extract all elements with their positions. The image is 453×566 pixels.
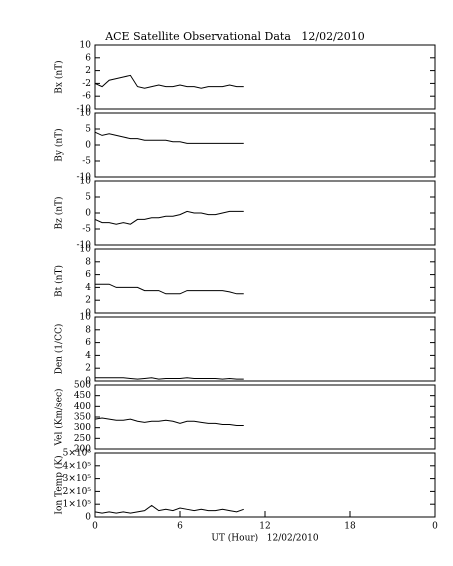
y-tick-label: 6 [85,338,91,348]
y-axis-label: Bt (nT) [54,265,65,297]
y-tick-label: 8 [85,257,91,267]
data-line [94,504,244,514]
y-tick-label: -6 [82,92,91,102]
y-tick-label: 6 [85,53,91,63]
y-tick-label: 200 [74,445,91,455]
y-tick-label: 10 [80,177,92,187]
y-tick-label: 4×10⁵ [63,461,92,471]
y-tick-label: -2 [82,79,91,89]
panel-frame [94,316,436,382]
x-tick-label: 0 [92,522,98,532]
panel-frame [94,248,436,314]
data-line [94,131,244,144]
y-tick-label: 0 [85,209,91,219]
y-tick-label: 400 [74,402,91,412]
x-tick-label: 0 [432,522,438,532]
x-axis-label: UT (Hour) 12/02/2010 [211,533,319,544]
y-tick-label: 6 [85,270,91,280]
y-tick-label: 10 [80,245,92,255]
data-line [95,283,244,295]
x-tick-label: 18 [344,522,356,532]
y-tick-label: 10 [80,313,92,323]
data-line [94,210,244,225]
x-tick-label: 6 [177,522,183,532]
y-tick-label: 8 [85,325,91,335]
y-tick-label: 2×10⁵ [63,487,92,497]
y-tick-label: 10 [80,109,92,119]
y-tick-label: 2 [85,296,91,306]
y-tick-label: 250 [74,434,91,444]
y-axis-label: Bz (nT) [54,196,65,229]
y-tick-label: 350 [74,413,91,423]
data-line [94,417,244,427]
y-tick-label: 5×10⁵ [63,449,92,459]
y-axis-label: Bx (nT) [54,60,65,93]
y-tick-label: 10 [80,41,92,51]
y-tick-label: 500 [74,381,91,391]
y-axis-label: Ion Temp (K) [54,455,65,514]
y-tick-label: 0 [85,513,91,523]
y-axis-label: By (nT) [54,128,65,161]
x-tick-label: 12 [259,522,270,532]
y-tick-label: 2 [85,66,91,76]
data-line [95,377,244,380]
y-tick-label: 4 [85,351,91,361]
y-tick-label: 3×10⁵ [63,474,92,484]
y-tick-label: -5 [82,225,91,235]
y-tick-label: 0 [85,141,91,151]
y-tick-label: 450 [74,391,91,401]
y-tick-label: 4 [85,283,91,293]
data-line [94,74,244,89]
y-tick-label: -10 [77,241,92,251]
y-axis-label: Vel (Km/sec) [54,388,65,446]
y-tick-label: 2 [85,364,91,374]
y-axis-label: Den (1/CC) [54,324,65,375]
y-tick-label: -10 [77,105,92,115]
y-tick-label: -10 [77,173,92,183]
y-tick-label: 5 [85,193,91,203]
panel-frame [94,44,436,110]
chart-title: ACE Satellite Observational Data 12/02/2… [104,30,365,43]
y-tick-label: 5 [85,125,91,135]
y-tick-label: 0 [85,377,91,387]
y-tick-label: -5 [82,157,91,167]
y-tick-label: 0 [85,309,91,319]
y-tick-label: 1×10⁵ [63,500,92,510]
y-tick-label: 300 [74,423,91,433]
